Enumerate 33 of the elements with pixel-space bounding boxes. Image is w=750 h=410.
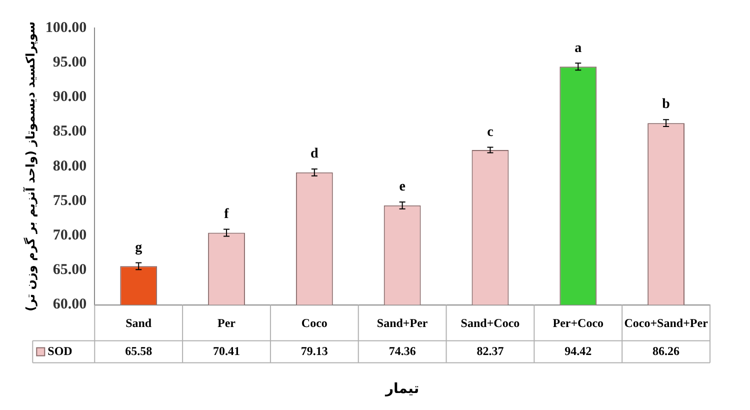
annotation: g <box>135 240 142 256</box>
x-axis-title: تیمار <box>384 381 420 398</box>
x-tick-label: Coco <box>301 316 328 330</box>
y-tick-label: 80.00 <box>52 158 87 174</box>
y-tick-label: 65.00 <box>52 262 87 278</box>
y-tick-label: 100.00 <box>45 20 87 36</box>
data-label: 79.13 <box>300 344 328 358</box>
data-label: 86.26 <box>652 344 680 358</box>
annotation: d <box>310 146 319 162</box>
y-tick-label: 60.00 <box>52 296 87 313</box>
x-tick-label: Per <box>218 316 236 330</box>
x-tick-label: Sand+Coco <box>460 316 520 330</box>
annotation: e <box>399 180 406 195</box>
y-tick-label: 75.00 <box>52 192 87 209</box>
x-tick-label: Sand <box>126 316 152 330</box>
annotation: a <box>574 40 582 56</box>
legend-label: SOD <box>48 344 73 358</box>
x-tick-label: Per+Coco <box>552 316 604 330</box>
y-axis-title: سوپراکسید دیسموتاز (واحد آنزیم بر گرم وزن تر) <box>22 21 38 312</box>
data-label: 94.42 <box>564 344 592 358</box>
y-tick-label: 90.00 <box>52 89 87 106</box>
y-tick-label: 70.00 <box>52 227 87 244</box>
data-label: 74.36 <box>388 344 416 358</box>
x-tick-label: Sand+Per <box>376 316 428 330</box>
data-label: 70.41 <box>213 344 240 358</box>
annotation: b <box>662 97 670 112</box>
data-label: 65.58 <box>125 344 152 358</box>
annotation: c <box>487 124 494 140</box>
y-tick-label: 85.00 <box>52 124 87 140</box>
annotation: f <box>224 206 230 222</box>
data-label: 82.37 <box>476 344 504 358</box>
y-tick-label: 95.00 <box>52 54 87 70</box>
x-tick-label: Coco+Sand+Per <box>624 316 709 330</box>
